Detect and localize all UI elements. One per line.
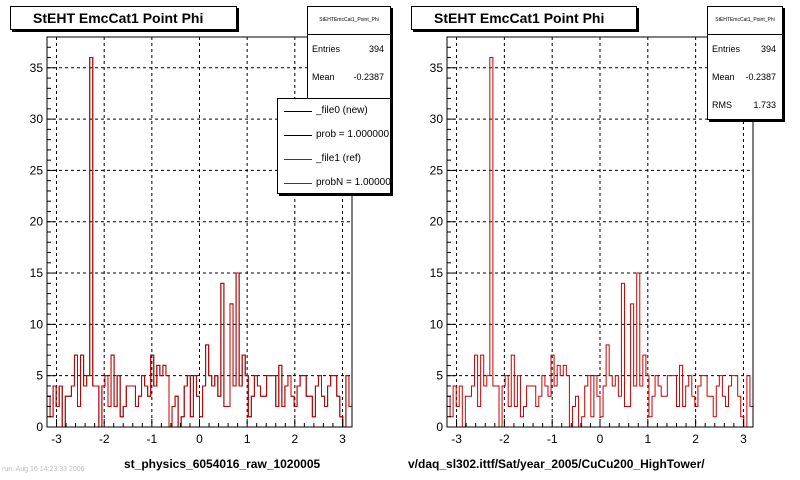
left-x-tick-label: -3 — [51, 432, 62, 446]
right-stats-rms-row: RMS 1.733 — [708, 91, 782, 119]
right-x-tick-label: 0 — [597, 432, 604, 446]
right-x-tick-label: 1 — [644, 432, 651, 446]
right-x-caption: v/daq_sl302.ittf/Sat/year_2005/CuCu200_H… — [408, 457, 705, 471]
right-x-tick-label: 3 — [740, 432, 747, 446]
right-x-tick-label: -2 — [499, 432, 510, 446]
left-y-tick-label: 20 — [30, 215, 44, 229]
legend-label-prob: prob = 1.000000 — [316, 129, 390, 140]
right-plot-title: StEHT EmcCat1 Point Phi — [411, 6, 637, 30]
left-y-tick-label: 0 — [36, 420, 43, 434]
right-x-tick-label: 2 — [692, 432, 699, 446]
right-stats-rms-label: RMS — [712, 100, 732, 110]
right-stats-box: StEHTEmcCat1_Point_Phi Entries 394 Mean … — [707, 6, 783, 120]
right-series-0 — [447, 57, 753, 428]
right-stats-entries-row: Entries 394 — [708, 35, 782, 63]
legend-entry-file0: _file0 (new) — [278, 99, 390, 123]
left-x-tick-label: 0 — [196, 432, 203, 446]
left-y-tick-label: 35 — [30, 61, 44, 75]
left-x-tick-label: 3 — [339, 432, 346, 446]
left-stats-box: StEHTEmcCat1_Point_Phi Entries 394 Mean … — [307, 6, 391, 100]
left-y-tick-label: 5 — [36, 369, 43, 383]
legend-entry-probn: probN = 1.000000 — [278, 171, 391, 193]
left-x-tick-label: 1 — [244, 432, 251, 446]
right-stats-rms-value: 1.733 — [753, 100, 776, 110]
right-stats-header: StEHTEmcCat1_Point_Phi — [708, 7, 782, 35]
right-stats-mean-row: Mean -0.2387 — [708, 63, 782, 91]
right-plot-title-text: StEHT EmcCat1 Point Phi — [434, 10, 605, 26]
left-stats-entries-row: Entries 394 — [308, 35, 390, 63]
right-y-tick-label: 10 — [430, 317, 444, 331]
left-stats-mean-row: Mean -0.2387 — [308, 63, 390, 91]
right-y-tick-label: 25 — [430, 163, 444, 177]
right-stats-entries-value: 394 — [760, 44, 776, 54]
left-plot-title-text: StEHT EmcCat1 Point Phi — [33, 10, 204, 26]
left-series-1 — [47, 57, 352, 428]
left-x-caption: st_physics_6054016_raw_1020005 — [124, 457, 321, 471]
right-y-tick-label: 30 — [430, 112, 444, 126]
left-x-tick-label: 2 — [291, 432, 298, 446]
right-y-tick-label: 0 — [436, 420, 443, 434]
left-stats-mean-value: -0.2387 — [353, 72, 384, 82]
left-y-tick-label: 25 — [30, 163, 44, 177]
right-y-tick-label: 20 — [430, 215, 444, 229]
legend-label-file1: _file1 (ref) — [316, 153, 362, 164]
legend-swatch-file0 — [284, 111, 312, 112]
legend-swatch-probn — [284, 183, 312, 184]
legend-swatch-prob — [284, 135, 312, 136]
left-y-tick-label: 30 — [30, 112, 44, 126]
left-x-tick-label: -1 — [147, 432, 158, 446]
left-stats-header: StEHTEmcCat1_Point_Phi — [308, 7, 390, 35]
right-stats-mean-value: -0.2387 — [745, 72, 776, 82]
left-stats-entries-value: 394 — [368, 44, 384, 54]
legend-swatch-file1 — [284, 159, 312, 160]
left-plot-title: StEHT EmcCat1 Point Phi — [10, 6, 237, 30]
right-x-tick-label: -1 — [547, 432, 558, 446]
footer-faint-text: run: Aug 16 14:23:33 2006 — [2, 466, 85, 473]
left-stats-mean-label: Mean — [312, 72, 335, 82]
right-x-tick-label: -3 — [451, 432, 462, 446]
left-x-tick-label: -2 — [99, 432, 110, 446]
right-y-tick-label: 35 — [430, 61, 444, 75]
right-stats-mean-label: Mean — [712, 72, 735, 82]
left-legend: _file0 (new) prob = 1.000000 _file1 (ref… — [277, 98, 391, 194]
legend-entry-prob: prob = 1.000000 — [278, 123, 390, 147]
right-y-tick-label: 5 — [436, 369, 443, 383]
left-stats-entries-label: Entries — [312, 44, 341, 54]
left-y-tick-label: 10 — [30, 317, 44, 331]
left-y-tick-label: 15 — [30, 266, 44, 280]
legend-label-probn: probN = 1.000000 — [316, 177, 391, 188]
right-stats-entries-label: Entries — [712, 44, 741, 54]
legend-entry-file1: _file1 (ref) — [278, 147, 390, 171]
legend-label-file0: _file0 (new) — [316, 105, 368, 116]
right-y-tick-label: 15 — [430, 266, 444, 280]
